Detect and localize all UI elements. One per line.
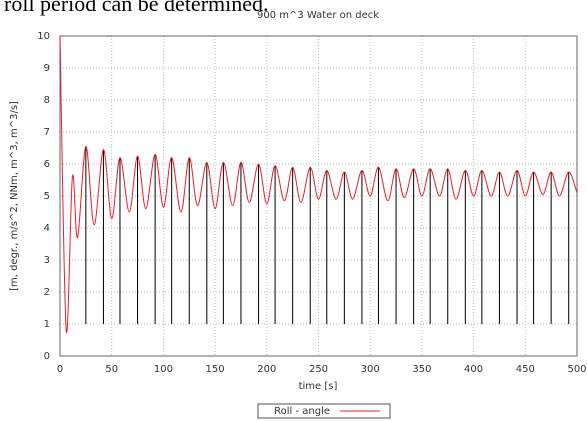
- y-tick-label: 2: [44, 287, 50, 298]
- y-tick-label: 3: [44, 255, 50, 266]
- x-tick-label: 200: [257, 364, 276, 375]
- x-tick-label: 300: [361, 364, 380, 375]
- y-tick-label: 4: [44, 223, 50, 234]
- x-tick-label: 450: [516, 364, 535, 375]
- document-text: roll period can be determined.: [4, 0, 269, 16]
- y-tick-label: 10: [37, 31, 50, 42]
- x-tick-label: 250: [309, 364, 328, 375]
- y-tick-label: 5: [44, 191, 50, 202]
- x-axis-label: time [s]: [299, 381, 338, 392]
- y-tick-label: 9: [44, 63, 50, 74]
- x-tick-label: 350: [412, 364, 431, 375]
- y-axis-label: [m, degr., m/s^2, NNm, m^3, m^3/s]: [9, 101, 20, 291]
- plot-frame: [59, 35, 578, 357]
- legend-box: [257, 403, 391, 419]
- y-tick-label: 1: [44, 319, 50, 330]
- y-tick-label: 8: [44, 95, 50, 106]
- x-tick-label: 400: [464, 364, 483, 375]
- y-tick-label: 6: [44, 159, 50, 170]
- x-tick-label: 100: [154, 364, 173, 375]
- legend-label: Roll - angle: [274, 406, 330, 417]
- x-tick-label: 500: [567, 364, 586, 375]
- x-tick-label: 150: [206, 364, 225, 375]
- chart-title: 900 m^3 Water on deck: [257, 10, 379, 21]
- x-tick-label: 0: [57, 364, 63, 375]
- data-line: [59, 35, 578, 334]
- x-tick-label: 50: [105, 364, 118, 375]
- y-tick-label: 0: [44, 351, 50, 362]
- y-tick-label: 7: [44, 127, 50, 138]
